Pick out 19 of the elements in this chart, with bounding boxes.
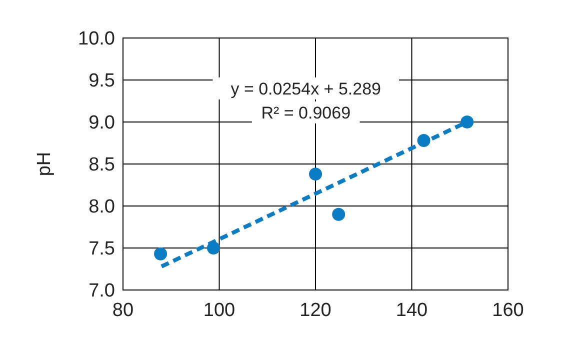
y-tick-label: 9.0 <box>88 112 115 134</box>
x-tick-label: 140 <box>396 300 428 321</box>
y-tick-label: 7.5 <box>88 238 115 260</box>
point <box>309 168 322 181</box>
x-tick-label: 160 <box>492 300 524 321</box>
point <box>332 208 346 221</box>
x-tick-label: 80 <box>112 300 134 321</box>
y-tick-label: 8.0 <box>88 196 115 218</box>
y-axis-title: pH <box>34 152 55 176</box>
x-tick-label: 100 <box>203 300 236 321</box>
y-tick-label: 10.0 <box>78 28 115 50</box>
y-tick-label: 8.5 <box>88 154 115 176</box>
point <box>154 247 168 260</box>
point <box>460 116 474 128</box>
y-tick-label: 9.5 <box>88 70 115 92</box>
x-tick-label: 120 <box>300 300 332 321</box>
annotation: R² = 0.9069 <box>261 103 351 122</box>
annotation: y = 0.0254x + 5.289 <box>230 79 382 98</box>
y-tick-label: 7.0 <box>88 280 115 302</box>
